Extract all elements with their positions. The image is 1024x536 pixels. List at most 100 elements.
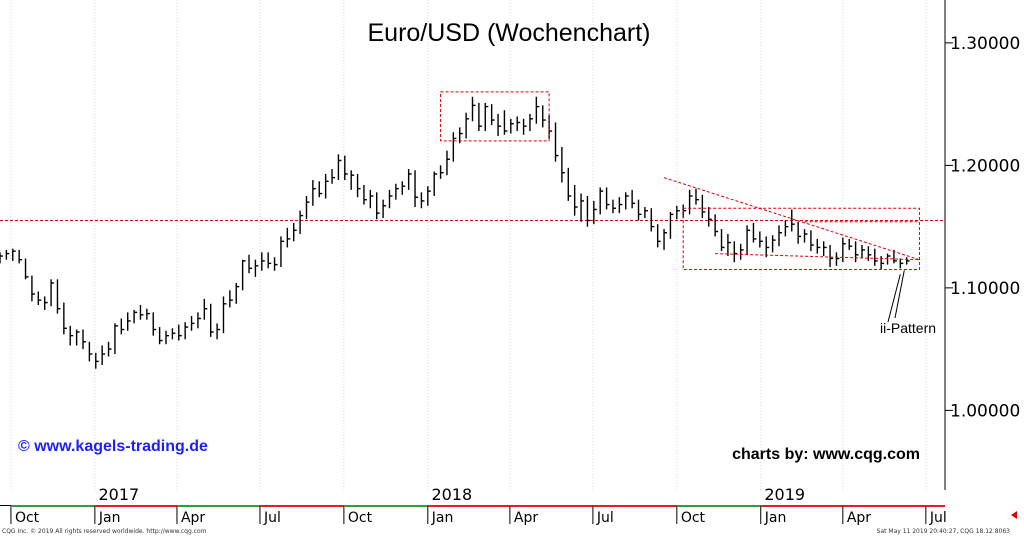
x-tick-label: Apr — [181, 510, 205, 526]
price-bar — [331, 169, 336, 184]
price-bar — [471, 96, 476, 122]
price-bar — [369, 189, 374, 209]
price-bar — [580, 193, 585, 222]
price-bar — [561, 147, 565, 183]
price-bar — [43, 296, 48, 310]
price-bar — [165, 330, 170, 345]
price-bar — [503, 110, 508, 135]
footer-copyright: CQG Inc. © 2019 All rights reserved worl… — [2, 528, 207, 535]
price-bar — [210, 303, 214, 337]
y-tick-label: 1.30000 — [950, 34, 1020, 54]
price-bar — [465, 112, 470, 139]
price-bar — [759, 231, 763, 248]
session-strip — [509, 505, 593, 507]
price-bar — [446, 150, 450, 176]
price-bar — [867, 246, 872, 261]
ii-pointer-arrow — [894, 270, 905, 319]
price-bar — [516, 116, 521, 132]
price-bar — [522, 118, 527, 135]
session-strip — [176, 505, 260, 507]
grid-lines — [10, 0, 927, 490]
session-strip — [94, 505, 177, 507]
price-bar — [842, 237, 846, 263]
price-bar — [893, 249, 897, 264]
price-bar — [229, 290, 233, 308]
price-bar — [344, 155, 348, 181]
price-bar — [778, 225, 782, 247]
price-bar — [803, 229, 808, 243]
price-bar — [56, 279, 61, 314]
session-strip — [427, 505, 510, 507]
price-bar — [241, 259, 246, 291]
price-bar — [12, 248, 16, 261]
time-axis: Oct Jan Apr Jul Oct Jan Apr Jul Oct Jan Apr Jul 2017… — [0, 485, 947, 526]
price-bar — [656, 224, 661, 248]
price-bar — [752, 222, 757, 243]
price-bar — [573, 184, 578, 216]
price-bar — [139, 305, 144, 320]
year-label: 2019 — [764, 485, 805, 504]
price-bar — [382, 199, 387, 219]
price-bar — [120, 318, 125, 335]
price-bar — [669, 211, 674, 239]
price-bar — [280, 236, 284, 268]
price-bar — [171, 328, 176, 340]
price-bar — [637, 199, 642, 221]
price-bar — [248, 254, 253, 274]
price-bar — [299, 210, 304, 234]
price-bar — [433, 171, 438, 196]
x-tick-label: Apr — [514, 510, 538, 526]
price-bars — [0, 96, 910, 369]
price-bar — [535, 96, 540, 124]
price-bar — [784, 220, 789, 237]
price-bar — [293, 222, 297, 242]
price-bar — [95, 352, 99, 369]
price-bar — [854, 241, 859, 263]
price-bar — [146, 308, 150, 320]
price-bar — [771, 235, 776, 253]
price-bar — [618, 197, 623, 214]
price-bar — [222, 296, 227, 334]
session-strip — [676, 505, 761, 507]
price-bar — [529, 113, 533, 132]
price-bar — [37, 291, 42, 306]
price-bar — [261, 252, 265, 271]
price-bar — [439, 165, 444, 179]
y-tick-label: 1.10000 — [950, 279, 1020, 299]
price-bar — [254, 259, 259, 277]
price-bar — [791, 209, 795, 232]
y-tick-label: 1.20000 — [950, 156, 1020, 176]
price-bar — [727, 233, 731, 257]
session-strip — [925, 505, 945, 507]
x-tick-label: Oct — [348, 510, 373, 526]
y-tick-label: 1.00000 — [950, 401, 1020, 421]
price-bar — [350, 170, 355, 190]
session-strip — [343, 505, 428, 507]
price-bar — [644, 207, 648, 219]
price-bar — [427, 186, 431, 206]
price-bar — [880, 256, 885, 270]
x-tick-label: Oct — [681, 510, 706, 526]
price-bar — [695, 188, 699, 205]
price-bar — [152, 312, 157, 336]
price-bar — [650, 208, 655, 232]
price-bar — [127, 312, 131, 331]
scroll-arrow-icon[interactable] — [1011, 511, 1017, 519]
price-bar — [816, 238, 821, 254]
session-strip — [592, 505, 677, 507]
price-bar — [312, 180, 316, 206]
price-bar — [63, 302, 67, 335]
year-label: 2018 — [431, 485, 472, 504]
price-bar — [75, 329, 80, 346]
price-bar — [688, 189, 693, 215]
price-bar — [69, 325, 74, 346]
price-bar — [861, 245, 865, 259]
price-bar — [631, 189, 636, 209]
price-bar — [178, 324, 182, 341]
price-bar — [101, 345, 106, 366]
footer-timestamp: Sat May 11 2019 20:40:27, CQG 18.12.8063 — [877, 528, 1011, 535]
data-credit: charts by: www.cqg.com — [732, 446, 920, 463]
price-bar — [24, 258, 29, 280]
price-bar — [414, 170, 419, 208]
